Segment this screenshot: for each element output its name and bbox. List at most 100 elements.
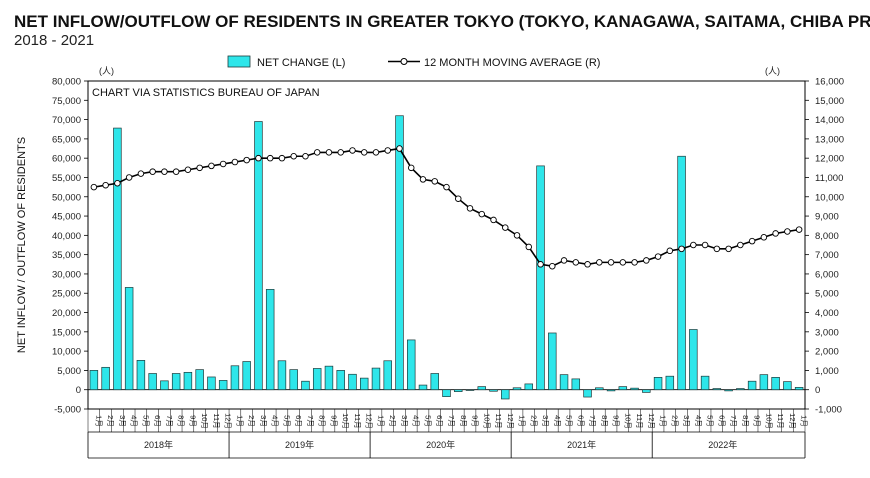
plot-frame xyxy=(87,80,806,410)
moving-average-point xyxy=(384,147,391,154)
y-axis-label: NET INFLOW / OUTFLOW OF RESIDENTS xyxy=(16,137,28,353)
legend-bar-swatch xyxy=(227,55,251,68)
month-tick-label: 8月 xyxy=(600,415,609,427)
moving-average-point xyxy=(161,168,168,175)
moving-average-point xyxy=(137,170,145,177)
chart-title: NET INFLOW/OUTFLOW OF RESIDENTS IN GREAT… xyxy=(14,12,870,31)
bar xyxy=(712,388,722,391)
month-tick-label: 4月 xyxy=(553,415,562,427)
month-tick-label: 5月 xyxy=(141,415,150,427)
moving-average-point xyxy=(419,176,427,183)
moving-average-point xyxy=(243,156,250,164)
right-tick-label: 13,000 xyxy=(815,134,844,145)
month-tick-label: 8月 xyxy=(459,415,468,427)
bar xyxy=(277,360,287,391)
right-tick-label: 3,000 xyxy=(815,327,839,338)
left-tick-label: 25,000 xyxy=(52,289,81,300)
month-tick-label: 4月 xyxy=(130,415,139,427)
bar xyxy=(301,380,310,391)
moving-average-point xyxy=(125,174,133,181)
bar xyxy=(218,380,228,391)
bar xyxy=(677,155,686,391)
bar xyxy=(336,370,345,391)
year-label: 2021年 xyxy=(567,439,596,450)
moving-average-point xyxy=(643,257,650,264)
month-tick-label: 4月 xyxy=(412,415,421,427)
moving-average-point xyxy=(466,205,474,212)
moving-average-point xyxy=(219,160,227,168)
moving-average-point xyxy=(290,152,297,160)
left-tick-label: 50,000 xyxy=(52,192,81,203)
moving-average-point xyxy=(407,164,415,172)
chart-subtitle: 2018 - 2021 xyxy=(14,32,94,49)
right-tick-label: 6,000 xyxy=(815,269,839,280)
left-tick-label: 15,000 xyxy=(52,327,81,338)
bar xyxy=(348,373,357,391)
bar xyxy=(512,387,522,391)
month-tick-label: 1月 xyxy=(235,415,244,427)
bar xyxy=(559,374,569,391)
moving-average-point xyxy=(795,226,803,233)
left-axis-unit: (人) xyxy=(99,66,114,76)
month-tick-label: 8月 xyxy=(741,415,750,427)
moving-average-point xyxy=(372,149,380,156)
month-tick-label: 2月 xyxy=(388,415,397,427)
moving-average-point xyxy=(502,224,509,231)
month-tick-label: 4月 xyxy=(271,415,280,427)
bar xyxy=(254,121,263,391)
bar xyxy=(783,381,792,391)
moving-average-series xyxy=(90,145,803,270)
legend-marker-swatch xyxy=(400,58,408,65)
left-tick-label: 40,000 xyxy=(52,231,81,242)
right-tick-label: 8,000 xyxy=(815,231,839,242)
month-tick-label: 11月 xyxy=(776,413,785,428)
month-tick-label: 4月 xyxy=(694,415,703,427)
moving-average-point xyxy=(278,154,286,162)
bar xyxy=(89,370,99,391)
moving-average-point xyxy=(737,241,744,249)
month-tick-label: 6月 xyxy=(576,415,585,427)
right-tick-label: 4,000 xyxy=(815,308,839,319)
moving-average-point xyxy=(572,259,580,266)
bar xyxy=(430,373,439,391)
right-tick-label: -1,000 xyxy=(815,405,842,416)
month-tick-label: 10月 xyxy=(764,413,773,429)
month-tick-label: 3月 xyxy=(259,415,268,427)
month-tick-label: 1月 xyxy=(800,415,809,427)
moving-average-point xyxy=(231,158,239,166)
month-tick-label: 12月 xyxy=(365,413,374,429)
bar xyxy=(653,377,663,391)
bar xyxy=(371,367,381,391)
month-tick-label: 10月 xyxy=(341,413,350,429)
moving-average-point xyxy=(525,243,533,251)
bar-series xyxy=(89,115,804,400)
moving-average-point xyxy=(184,166,192,174)
bar xyxy=(160,380,169,391)
moving-average-point xyxy=(772,230,779,237)
bar xyxy=(524,383,534,391)
month-tick-label: 3月 xyxy=(118,415,127,427)
x-axis: 1月 2月 3月 4月 5月 6月 7月 8月 9月 10月 11月 12月 1月 2月 3月 4月 5月 6月 7… xyxy=(87,409,809,459)
right-axis-unit: (人) xyxy=(765,66,780,76)
moving-average-point xyxy=(443,183,450,191)
moving-average-point xyxy=(360,149,368,156)
bar xyxy=(289,369,298,391)
moving-average-point xyxy=(478,210,486,218)
bar xyxy=(230,365,240,391)
month-tick-label: 12月 xyxy=(506,413,515,429)
moving-average-point xyxy=(760,234,768,241)
left-tick-label: 65,000 xyxy=(52,134,81,145)
right-tick-label: 0 xyxy=(815,385,820,396)
month-tick-label: 11月 xyxy=(212,413,221,428)
month-tick-label: 7月 xyxy=(588,415,597,427)
bar xyxy=(794,387,804,391)
left-axis-ticks: -5,000 0 5,000 10,000 15,000 20,000 25,000 30,0… xyxy=(52,77,88,416)
moving-average-point xyxy=(396,145,403,152)
month-tick-label: 8月 xyxy=(177,415,186,427)
right-tick-label: 1,000 xyxy=(815,366,839,377)
bar xyxy=(536,165,545,391)
left-tick-label: 30,000 xyxy=(52,269,81,280)
bar xyxy=(312,368,322,391)
moving-average-point xyxy=(713,245,721,253)
moving-average-point xyxy=(584,261,591,268)
